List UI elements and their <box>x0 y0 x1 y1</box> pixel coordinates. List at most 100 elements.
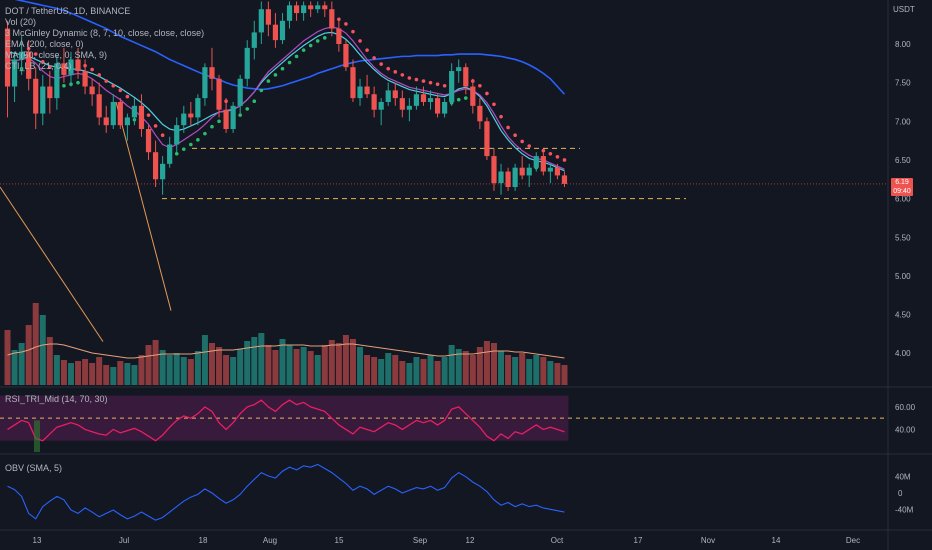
volume-bar <box>244 341 251 385</box>
candle <box>209 47 215 91</box>
candle-body <box>117 101 123 126</box>
volume-bar <box>335 343 342 385</box>
candle <box>181 105 187 133</box>
volume-bar <box>469 355 476 385</box>
trend-dot <box>527 144 532 148</box>
volume-bar <box>462 351 469 385</box>
candle-body <box>160 163 166 180</box>
volume-bar <box>441 357 448 385</box>
candle-body <box>336 28 342 44</box>
date-tick-label: 14 <box>772 536 781 545</box>
candle-body <box>11 59 18 87</box>
volume-bar <box>385 353 392 385</box>
trend-dot <box>308 43 313 48</box>
candle-body <box>181 113 187 126</box>
candle <box>547 163 553 184</box>
trend-dot <box>160 133 165 138</box>
legend: DOT / TetherUS, 1D, BINANCE Vol (20) 3 M… <box>5 6 204 72</box>
candle-body <box>286 5 293 21</box>
candle-body <box>188 113 194 118</box>
candle-body <box>103 117 109 126</box>
candle-body <box>329 9 335 29</box>
candle <box>329 1 335 37</box>
volume-bar <box>314 355 321 385</box>
candle-body <box>301 5 307 14</box>
candle-body <box>223 109 229 130</box>
volume-bar <box>117 361 124 385</box>
volume-bar <box>18 343 25 385</box>
candle <box>110 94 116 130</box>
candle-body <box>251 32 257 48</box>
trend-dot <box>301 48 306 52</box>
trend-dot <box>217 119 221 124</box>
candle <box>272 13 279 48</box>
date-tick-label: Dec <box>846 536 860 545</box>
trend-dot <box>400 73 405 77</box>
legend-symbol: DOT / TetherUS, 1D, BINANCE <box>5 6 131 16</box>
legend-indicator: 3 McGinley Dynamic (8, 7, 10, close, clo… <box>5 28 205 38</box>
candle-body <box>82 71 88 87</box>
volume-bar <box>201 335 208 385</box>
date-tick-label: 17 <box>634 536 643 545</box>
volume-bar <box>434 361 441 385</box>
candle-body <box>202 67 208 99</box>
volume-bar <box>342 335 349 385</box>
trendline <box>115 101 172 311</box>
candle-body <box>442 101 448 114</box>
volume-bar <box>512 357 519 385</box>
candle <box>103 105 109 133</box>
candle-body <box>293 5 300 14</box>
candle <box>293 1 300 21</box>
date-tick-label: Nov <box>701 536 715 545</box>
trend-dot <box>513 133 517 138</box>
volume-bar <box>173 353 180 385</box>
candle <box>188 101 194 126</box>
obv-title: OBV (SMA, 5) <box>5 463 63 473</box>
price-tick-label: 5.50 <box>895 233 911 242</box>
obv-tick-label: 40M <box>895 473 911 482</box>
volume-bar <box>265 345 272 385</box>
rsi-highlight <box>34 420 40 452</box>
trend-dot <box>146 113 151 117</box>
volume-bar <box>533 355 540 385</box>
volume-bar <box>483 341 490 385</box>
candle <box>308 1 314 17</box>
volume-bar <box>307 351 314 385</box>
trend-dot <box>203 131 207 136</box>
candle-body <box>463 67 469 87</box>
candle <box>47 71 53 114</box>
candle <box>371 86 377 118</box>
candle <box>533 152 539 172</box>
trend-dot <box>428 80 433 85</box>
candle <box>378 98 384 126</box>
candle <box>385 82 391 106</box>
volume-bar <box>364 355 371 385</box>
candle <box>117 98 123 130</box>
volume-bar <box>223 355 230 385</box>
candle <box>470 78 476 114</box>
trend-dot <box>386 66 391 71</box>
candle-body <box>505 171 511 188</box>
obv-line <box>7 463 565 521</box>
candle-body <box>195 98 201 118</box>
volume-bar <box>349 339 356 385</box>
trend-dot <box>506 125 510 130</box>
volume-bar <box>4 330 11 385</box>
candle <box>279 13 286 44</box>
candle <box>301 1 307 21</box>
trend-dot <box>210 124 214 129</box>
quote-label: USDT <box>893 5 915 14</box>
volume-bar <box>392 355 399 385</box>
candle-body <box>322 5 328 10</box>
volume-bar <box>208 343 215 385</box>
candle-body <box>449 71 455 102</box>
price-tick-label: 4.50 <box>895 311 911 320</box>
date-tick-label: 13 <box>33 536 42 545</box>
volume-bar <box>293 349 300 385</box>
candle-body <box>47 86 53 99</box>
candle <box>19 36 25 75</box>
volume-bar <box>216 347 223 385</box>
candle-body <box>385 90 391 102</box>
volume-bar <box>321 345 328 385</box>
